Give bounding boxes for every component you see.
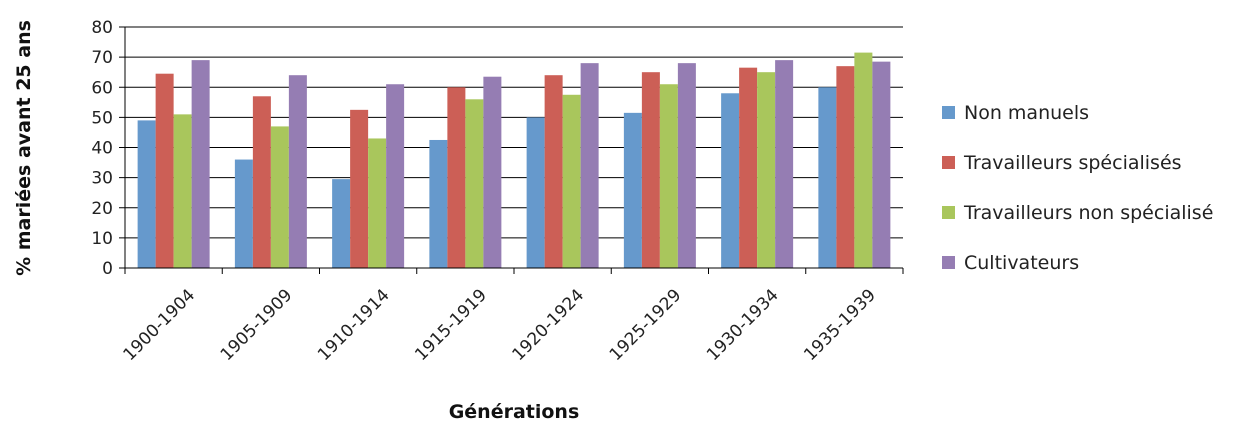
bar bbox=[191, 60, 210, 269]
bar bbox=[155, 73, 174, 268]
y-tick-labels: 0 10 20 30 40 50 60 70 80 bbox=[91, 18, 113, 279]
bar bbox=[368, 138, 387, 268]
bar bbox=[562, 94, 581, 268]
bar bbox=[872, 61, 891, 268]
y-tick-label: 20 bbox=[91, 199, 113, 219]
x-tick-label: 1905-1909 bbox=[217, 285, 297, 365]
bar bbox=[288, 75, 307, 268]
y-axis-title: % mariées avant 25 ans bbox=[13, 20, 35, 276]
bar bbox=[836, 66, 855, 268]
legend-label: Travailleurs non spécialisé bbox=[963, 202, 1213, 224]
bar bbox=[854, 52, 873, 269]
legend-label: Cultivateurs bbox=[964, 252, 1079, 274]
y-tick-label: 60 bbox=[91, 78, 113, 98]
y-tick-label: 80 bbox=[91, 18, 113, 38]
bar bbox=[526, 117, 545, 268]
bar bbox=[234, 159, 253, 268]
x-tick-label: 1900-1904 bbox=[119, 285, 199, 365]
bar bbox=[580, 63, 599, 269]
y-tick-label: 50 bbox=[91, 108, 113, 128]
x-tick-label: 1915-1919 bbox=[411, 285, 491, 365]
y-tick-label: 10 bbox=[91, 229, 113, 249]
bar bbox=[721, 93, 740, 269]
legend-swatch bbox=[942, 156, 955, 169]
bar bbox=[641, 72, 660, 268]
x-tick-label: 1910-1914 bbox=[314, 285, 394, 365]
bar bbox=[757, 72, 776, 268]
bar bbox=[483, 76, 502, 268]
bar bbox=[386, 84, 405, 268]
bar bbox=[659, 84, 678, 268]
bar bbox=[173, 114, 192, 268]
legend-swatch bbox=[942, 106, 955, 119]
bar bbox=[818, 87, 837, 268]
bar bbox=[429, 139, 448, 268]
bar bbox=[739, 67, 758, 268]
bar bbox=[775, 60, 794, 269]
y-tick-label: 70 bbox=[91, 48, 113, 68]
x-tick-label: 1935-1939 bbox=[800, 285, 880, 365]
bar bbox=[623, 112, 642, 268]
bar bbox=[447, 87, 466, 268]
axes bbox=[124, 27, 904, 274]
bar bbox=[332, 179, 351, 268]
x-axis-title: Générations bbox=[449, 401, 580, 423]
y-tick-label: 30 bbox=[91, 169, 113, 189]
bar bbox=[252, 96, 271, 268]
legend-label: Travailleurs spécialisés bbox=[963, 152, 1182, 174]
y-tick-label: 0 bbox=[102, 259, 113, 279]
legend-swatch bbox=[942, 206, 955, 219]
bar bbox=[544, 75, 563, 268]
x-tick-labels: 1900-1904 1905-1909 1910-1914 1915-1919 1920… bbox=[119, 285, 879, 365]
bar bbox=[270, 126, 289, 268]
bar bbox=[677, 63, 696, 269]
x-tick-label: 1920-1924 bbox=[508, 285, 588, 365]
legend-swatch bbox=[942, 256, 955, 269]
bar bbox=[137, 120, 156, 268]
bar bbox=[465, 99, 484, 268]
y-tick-label: 40 bbox=[91, 139, 113, 159]
bars bbox=[137, 52, 891, 269]
legend: Non manuels Travailleurs spécialisés Trava… bbox=[942, 102, 1213, 274]
legend-label: Non manuels bbox=[964, 102, 1089, 124]
x-tick-label: 1925-1929 bbox=[606, 285, 686, 365]
x-tick-label: 1930-1934 bbox=[703, 285, 783, 365]
bar bbox=[350, 109, 369, 268]
